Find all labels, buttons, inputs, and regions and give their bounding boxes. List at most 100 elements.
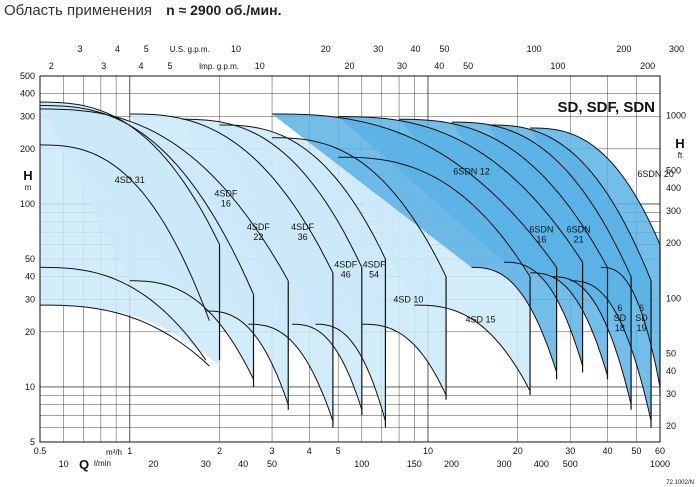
series-area-2 bbox=[40, 109, 289, 410]
tick-label-impgpm: 50 bbox=[463, 61, 473, 71]
tick-label-lmin: 20 bbox=[148, 459, 158, 469]
series-curve-3-0 bbox=[129, 113, 334, 274]
chart-title: SD, SDF, SDN bbox=[557, 99, 655, 116]
series-curve-10-0 bbox=[399, 118, 608, 268]
y-axis-label-right: H bbox=[675, 136, 684, 151]
series-label-12: SD bbox=[635, 313, 648, 323]
x-axis-unit-m3h: m³/h bbox=[106, 448, 122, 457]
tick-label-h-ft: 30 bbox=[666, 389, 676, 399]
y-axis-unit-ft: ft bbox=[678, 151, 683, 160]
series-labels: 4SD 314SDF164SDF224SDF364SDF464SDF544SD … bbox=[115, 166, 674, 333]
tick-label-impgpm: 100 bbox=[550, 61, 565, 71]
series-label-2: 22 bbox=[253, 232, 263, 242]
tick-label-h-ft: 300 bbox=[666, 206, 681, 216]
series-area-13 bbox=[530, 127, 660, 396]
tick-label-h-m: 100 bbox=[20, 199, 35, 209]
tick-label-m3h: 3 bbox=[270, 446, 275, 456]
tick-label-lmin: 200 bbox=[444, 459, 459, 469]
tick-label-h-ft: 100 bbox=[666, 293, 681, 303]
series-curve-13-0 bbox=[530, 127, 661, 245]
series-label-11: 18 bbox=[615, 323, 625, 333]
tick-label-lmin: 10 bbox=[59, 459, 69, 469]
series-label-10: 21 bbox=[574, 234, 584, 244]
series-curve-3-1 bbox=[248, 323, 334, 422]
tick-label-h-m: 400 bbox=[20, 89, 35, 99]
plot-frame bbox=[39, 75, 661, 443]
tick-label-h-m: 20 bbox=[25, 327, 35, 337]
series-label-9: 6SDN bbox=[529, 224, 553, 234]
series-curve-9-0 bbox=[338, 116, 584, 263]
series-label-4: 46 bbox=[341, 269, 351, 279]
series-label-11: SD bbox=[614, 313, 627, 323]
tick-label-h-m: 40 bbox=[25, 272, 35, 282]
tick-label-lmin: 1000 bbox=[650, 459, 670, 469]
series-label-5: 54 bbox=[369, 269, 379, 279]
tick-label-impgpm: 20 bbox=[344, 61, 354, 71]
series-curve-4-1 bbox=[291, 323, 363, 410]
tick-label-h-ft: 20 bbox=[666, 421, 676, 431]
series-curve-1-0 bbox=[40, 105, 254, 295]
tick-label-h-ft: 1000 bbox=[666, 110, 686, 120]
series-curve-4-0 bbox=[182, 118, 363, 268]
tick-label-usgpm: 10 bbox=[231, 44, 241, 54]
tick-label-h-m: 10 bbox=[25, 382, 35, 392]
tick-label-usgpm: 50 bbox=[439, 44, 449, 54]
series-label-12: 6 bbox=[639, 303, 644, 313]
series-curve-8-0 bbox=[272, 113, 558, 268]
series-curve-6-1 bbox=[361, 323, 447, 396]
series-label-7: 4SD 15 bbox=[465, 314, 495, 324]
series-label-4: 4SDF bbox=[334, 259, 358, 269]
tick-label-m3h: 60 bbox=[655, 446, 665, 456]
tick-label-impgpm: 200 bbox=[640, 61, 655, 71]
tick-label-lmin: 300 bbox=[497, 459, 512, 469]
tick-label-usgpm: 40 bbox=[411, 44, 421, 54]
y-axis-label-left: H bbox=[23, 168, 32, 183]
x-axis-label: Q bbox=[79, 457, 89, 472]
usgpm-axis-label: U.S. g.p.m. bbox=[170, 45, 210, 54]
tick-label-usgpm: 30 bbox=[373, 44, 383, 54]
series-label-13: 6SDN 20 bbox=[637, 169, 674, 179]
series-curve-2-1 bbox=[205, 310, 289, 405]
series-curve-7-1 bbox=[414, 304, 531, 392]
series-label-3: 4SDF bbox=[291, 222, 315, 232]
tick-label-usgpm: 300 bbox=[669, 44, 684, 54]
series-curve-8-1 bbox=[471, 266, 558, 373]
tick-label-h-ft: 200 bbox=[666, 238, 681, 248]
tick-label-lmin: 40 bbox=[238, 459, 248, 469]
series-curve-6-0 bbox=[272, 137, 447, 277]
series-curves bbox=[39, 101, 661, 428]
tick-label-m3h: 4 bbox=[307, 446, 312, 456]
tick-label-m3h: 50 bbox=[631, 446, 641, 456]
series-curve-13-1 bbox=[600, 266, 661, 387]
tick-label-lmin: 150 bbox=[407, 459, 422, 469]
tick-label-impgpm: 2 bbox=[49, 61, 54, 71]
tick-label-h-ft: 50 bbox=[666, 348, 676, 358]
tick-label-h-m: 200 bbox=[20, 144, 35, 154]
tick-label-h-m: 5 bbox=[30, 437, 35, 447]
tick-label-h-ft: 40 bbox=[666, 366, 676, 376]
series-curve-7-0 bbox=[338, 156, 531, 277]
tick-label-m3h: 1 bbox=[127, 446, 132, 456]
tick-label-impgpm: 4 bbox=[139, 61, 144, 71]
series-curve-9-1 bbox=[504, 261, 584, 367]
tick-label-h-m: 300 bbox=[20, 112, 35, 122]
tick-label-lmin: 500 bbox=[563, 459, 578, 469]
series-label-2: 4SDF bbox=[247, 222, 271, 232]
title-text: Область применения bbox=[4, 2, 152, 19]
series-label-5: 4SDF bbox=[363, 259, 387, 269]
watermark: 72.1002/N bbox=[666, 480, 694, 486]
series-curve-11-0 bbox=[451, 121, 632, 277]
series-area-6 bbox=[272, 137, 447, 400]
tick-label-m3h: 5 bbox=[336, 446, 341, 456]
series-curve-1-1 bbox=[129, 280, 254, 380]
series-label-12: 19 bbox=[636, 323, 646, 333]
tick-label-impgpm: 3 bbox=[101, 61, 106, 71]
tick-label-lmin: 100 bbox=[354, 459, 369, 469]
tick-label-m3h: 10 bbox=[423, 446, 433, 456]
series-curve-0-3 bbox=[40, 304, 210, 367]
tick-label-lmin: 30 bbox=[201, 459, 211, 469]
tick-label-h-m: 500 bbox=[20, 71, 35, 81]
series-curve-10-1 bbox=[530, 272, 608, 376]
tick-label-impgpm: 40 bbox=[434, 61, 444, 71]
